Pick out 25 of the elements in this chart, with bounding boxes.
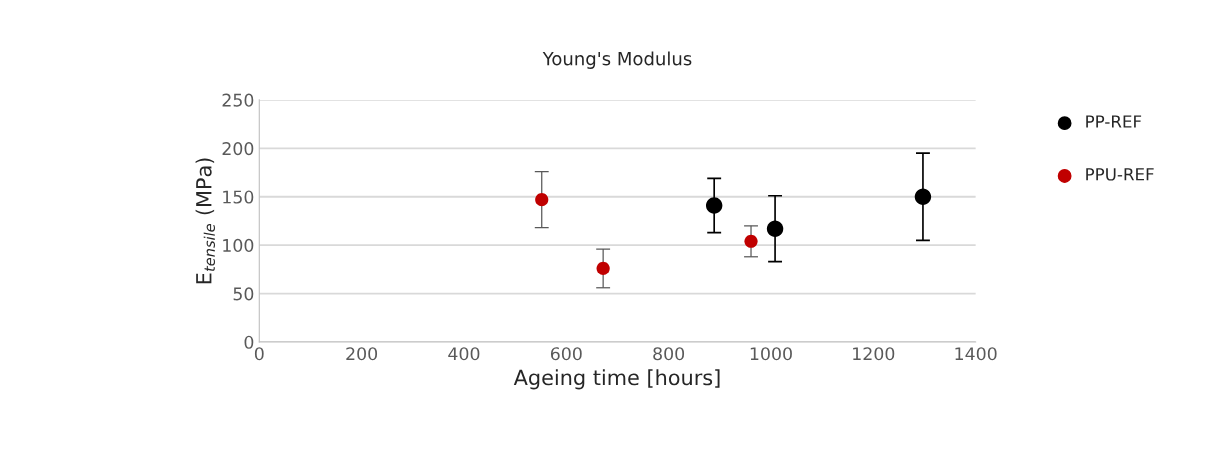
- x-tick-label: 1400: [955, 347, 997, 361]
- x-tick-label: 600: [550, 347, 582, 361]
- y-tick-label: 50: [233, 287, 254, 301]
- legend-label: PP-REF: [1086, 115, 1142, 128]
- point: [914, 188, 932, 205]
- y-tick-label: 200: [222, 142, 254, 156]
- point: [744, 234, 758, 248]
- x-tick-label: 800: [653, 347, 685, 361]
- y-tick-label: 150: [223, 190, 254, 204]
- y-tick-label: 100: [223, 238, 254, 252]
- legend-label: PPU-REF: [1086, 168, 1154, 181]
- point: [705, 197, 723, 214]
- x-tick-label: 1000: [750, 347, 792, 361]
- point: [596, 261, 610, 275]
- x-tick-label: 1200: [853, 347, 895, 361]
- x-tick-label: 400: [448, 347, 480, 361]
- point: [766, 220, 784, 237]
- x-tick-label: 0: [254, 347, 264, 361]
- chart-title: Young's Modulus: [542, 51, 692, 69]
- point: [535, 193, 549, 207]
- x-axis-title: Ageing time [hours]: [513, 369, 720, 390]
- x-tick-label: 200: [346, 347, 378, 361]
- y-tick-label: 250: [222, 93, 254, 107]
- y-tick-label: 0: [244, 335, 254, 349]
- y-axis-title: E$_{tensile}$ (MPa): [195, 158, 215, 284]
